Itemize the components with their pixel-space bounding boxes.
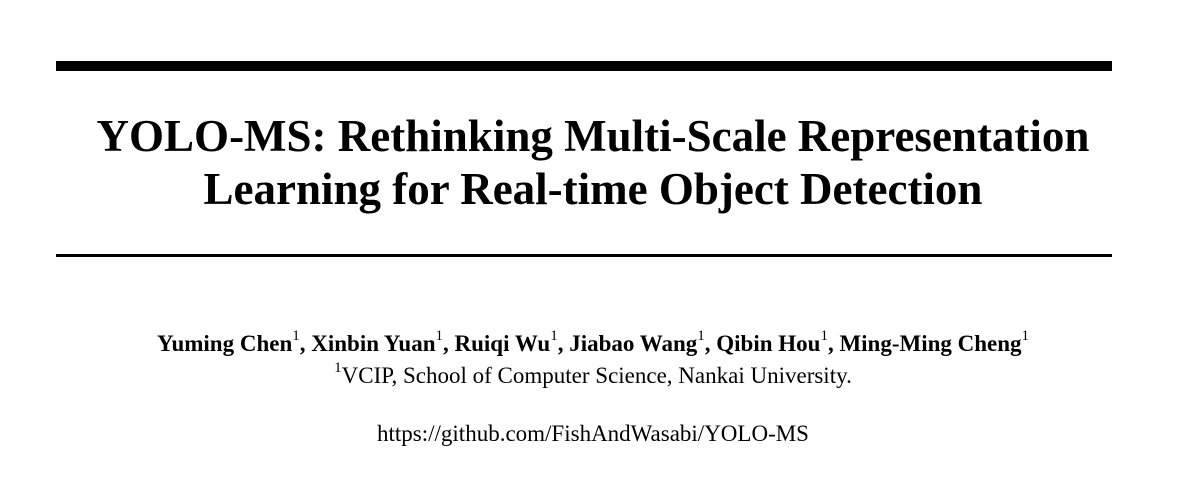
author-affiliation-mark: 1 — [550, 328, 558, 345]
author-name: Xinbin Yuan — [311, 331, 436, 356]
author-affiliation-mark: 1 — [292, 328, 300, 345]
author-name: Yuming Chen — [156, 331, 293, 356]
author-name: Qibin Hou — [716, 331, 821, 356]
title-line-1: YOLO-MS: Rethinking Multi-Scale Represen… — [96, 111, 1090, 161]
author-affiliation-mark: 1 — [820, 328, 828, 345]
github-link[interactable]: https://github.com/FishAndWasabi/YOLO-MS — [377, 421, 809, 446]
author-separator: , — [704, 331, 717, 356]
author-affiliation-mark: 1 — [1021, 328, 1030, 345]
affiliation-text: VCIP, School of Computer Science, Nankai… — [341, 363, 852, 388]
author: Ming-Ming Cheng1 — [839, 328, 1030, 356]
author: Yuming Chen1 — [156, 328, 300, 356]
author-list: Yuming Chen1, Xinbin Yuan1, Ruiqi Wu1, J… — [0, 329, 1186, 359]
author-separator: , — [299, 331, 312, 356]
author: Qibin Hou1 — [716, 328, 828, 356]
author-affiliation-mark: 1 — [435, 328, 444, 345]
author-name: Ruiqi Wu — [454, 331, 551, 356]
top-rule — [56, 61, 1112, 71]
affiliation: 1VCIP, School of Computer Science, Nanka… — [0, 361, 1186, 391]
project-url: https://github.com/FishAndWasabi/YOLO-MS — [0, 419, 1186, 449]
paper-title: YOLO-MS: Rethinking Multi-Scale Represen… — [0, 110, 1186, 216]
affiliation-mark: 1 — [334, 360, 342, 377]
author-affiliation-mark: 1 — [697, 328, 705, 345]
author-name: Jiabao Wang — [569, 331, 698, 356]
author: Xinbin Yuan1 — [311, 328, 444, 356]
title-line-2: Learning for Real-time Object Detection — [203, 164, 983, 214]
author-separator: , — [443, 331, 455, 356]
author: Jiabao Wang1 — [569, 328, 705, 356]
author: Ruiqi Wu1 — [454, 328, 558, 356]
author-name: Ming-Ming Cheng — [839, 331, 1022, 356]
author-separator: , — [557, 331, 570, 356]
bottom-rule — [56, 254, 1112, 257]
author-separator: , — [827, 331, 840, 356]
